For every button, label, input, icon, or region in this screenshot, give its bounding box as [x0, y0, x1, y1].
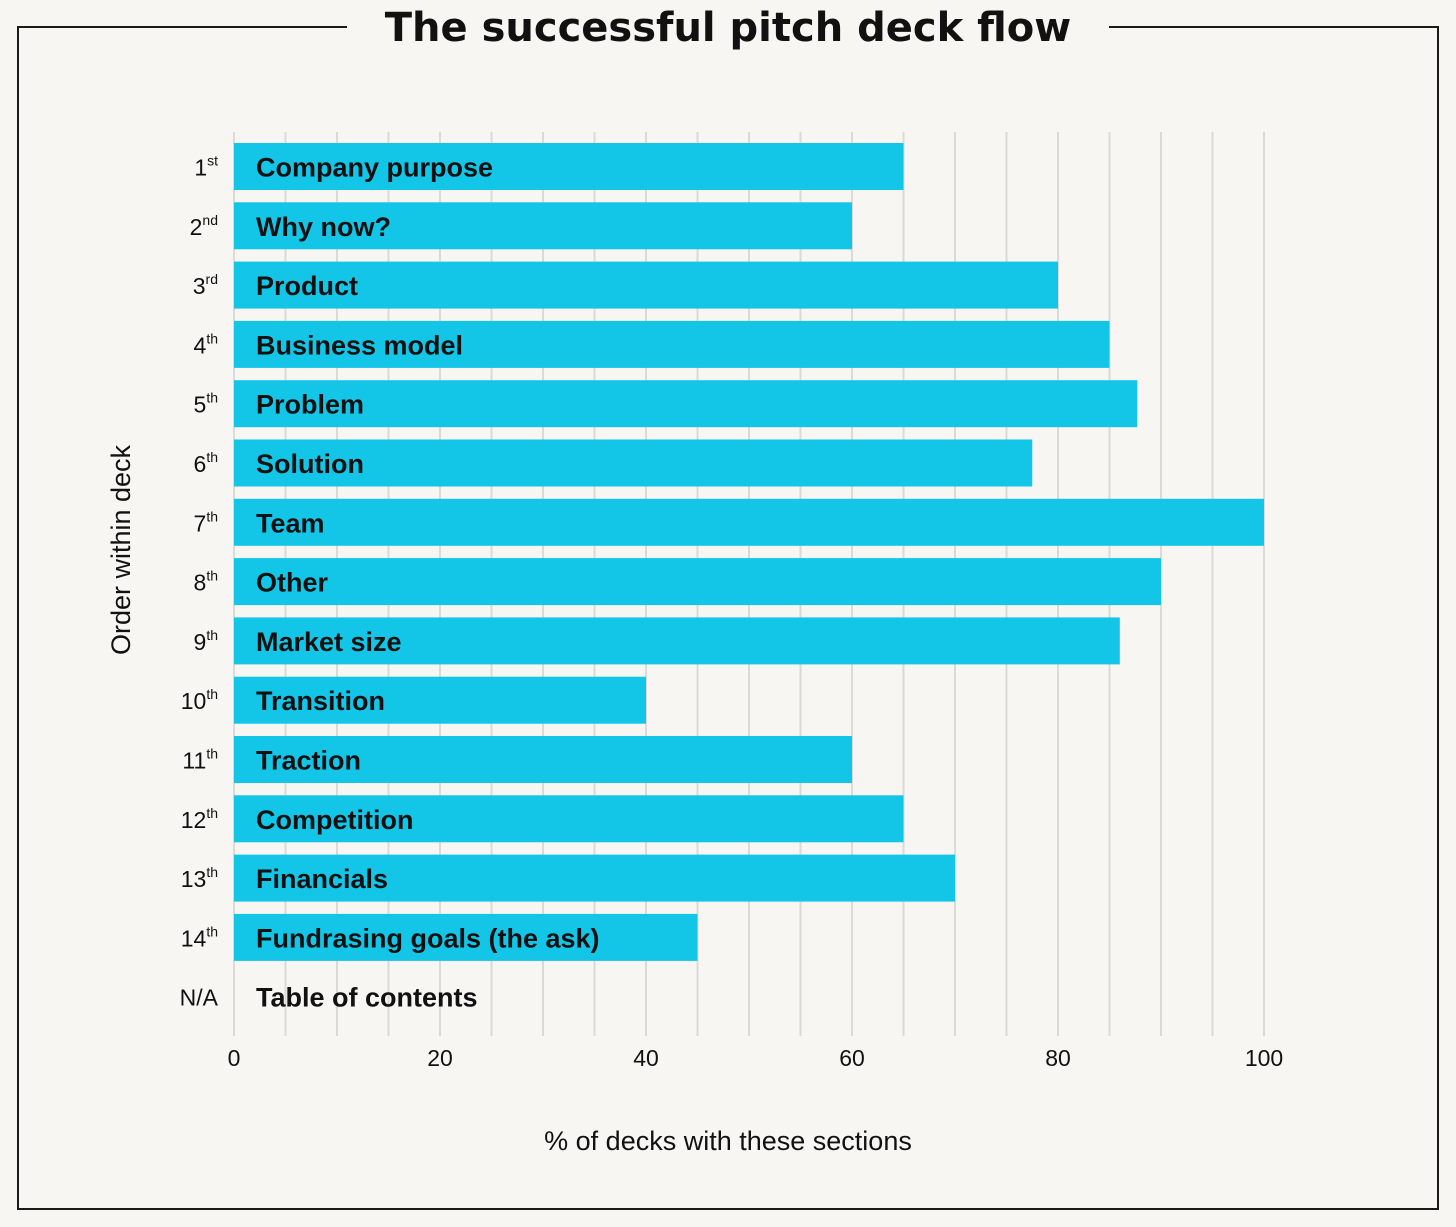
bar [234, 854, 955, 902]
rank-label: N/A [180, 985, 219, 1011]
rank-label: 2nd [190, 212, 218, 240]
bar [234, 143, 904, 190]
chart-title: The successful pitch deck flow [0, 2, 1456, 54]
category-label: Traction [256, 746, 361, 776]
rank-label: 10th [181, 686, 218, 714]
rank-label: 12th [181, 805, 218, 833]
category-label: Why now? [256, 212, 391, 242]
rank-label: 8th [194, 568, 218, 596]
bar [234, 736, 852, 783]
x-tick-label: 80 [1045, 1045, 1071, 1071]
x-tick-label: 100 [1245, 1045, 1283, 1071]
rank-label: 5th [194, 390, 218, 418]
bar [234, 795, 904, 843]
bar [234, 202, 852, 250]
bar [234, 498, 1264, 546]
chart-title-text: The successful pitch deck flow [346, 5, 1110, 51]
rank-label: 4th [194, 330, 218, 358]
category-label: Competition [256, 805, 413, 835]
category-label: Team [256, 508, 325, 538]
x-tick-label: 20 [427, 1045, 453, 1071]
x-tick-label: 40 [633, 1045, 659, 1071]
bar [234, 617, 1120, 665]
bar [234, 913, 698, 961]
rank-label: 1st [194, 153, 218, 181]
category-label: Business model [256, 330, 463, 360]
category-label: Product [256, 271, 358, 301]
category-label: Financials [256, 864, 388, 894]
bar [234, 439, 1033, 487]
category-label: Fundrasing goals (the ask) [256, 923, 600, 953]
category-label: Problem [256, 390, 364, 420]
category-label: Table of contents [256, 983, 478, 1013]
bar [234, 558, 1161, 606]
rank-label: 3rd [193, 271, 218, 299]
x-tick-label: 0 [228, 1045, 241, 1071]
rank-label: 14th [181, 923, 218, 951]
bar [234, 261, 1058, 309]
rank-label: 7th [194, 508, 218, 536]
x-tick-label: 60 [839, 1045, 865, 1071]
category-labels: Company purpose Why now? Product Business m… [256, 153, 600, 1013]
category-label: Solution [256, 449, 364, 479]
bar [234, 380, 1138, 428]
category-label: Market size [256, 627, 402, 657]
rank-labels: 1st 2nd 3rd 4th 5th 6th 7th 8th 9th 10th 11th 12th 1… [180, 153, 219, 1011]
category-label: Other [256, 568, 329, 598]
bars [234, 143, 1264, 961]
category-label: Transition [256, 686, 385, 716]
rank-label: 11th [182, 746, 218, 774]
x-axis-label: % of decks with these sections [544, 1126, 912, 1156]
bar [234, 320, 1110, 368]
bar [234, 676, 646, 724]
category-label: Company purpose [256, 153, 493, 183]
x-axis-ticks: 0 20 40 60 80 100 [228, 1045, 1284, 1071]
rank-label: 9th [194, 627, 218, 655]
rank-label: 6th [194, 449, 218, 477]
y-axis-label: Order within deck [106, 444, 136, 655]
rank-label: 13th [181, 864, 218, 892]
